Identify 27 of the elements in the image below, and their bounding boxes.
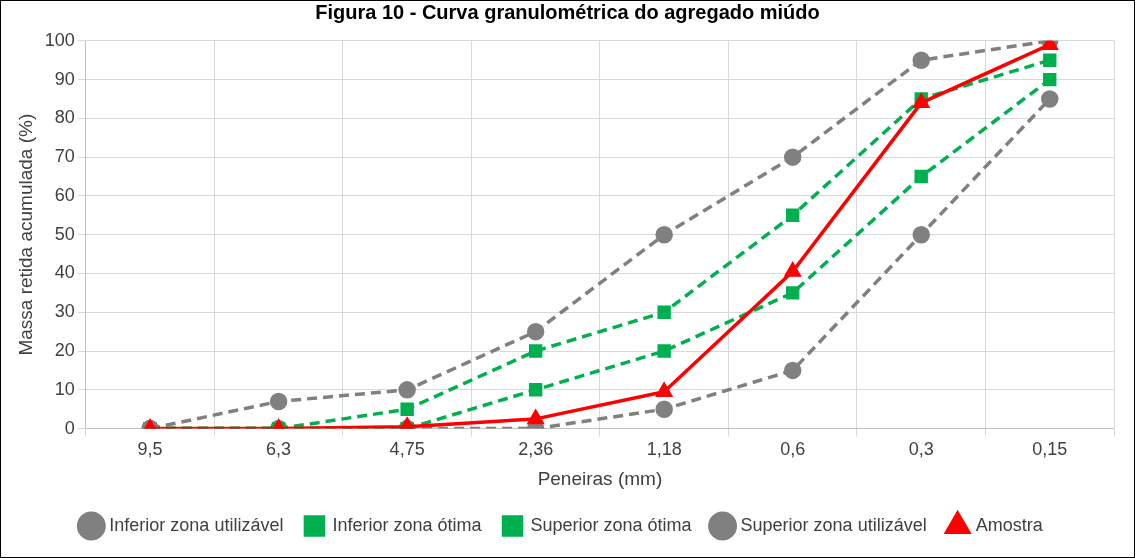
- x-tick-label: 0,3: [908, 439, 934, 460]
- y-tick-label: 0: [64, 417, 75, 438]
- y-tick-label: 60: [54, 184, 75, 205]
- y-tick-label: 50: [54, 223, 75, 244]
- y-tick-label: 20: [54, 340, 75, 361]
- x-tick-label: 4,75: [389, 439, 425, 460]
- y-tick-label: 90: [54, 68, 75, 89]
- legend-label: Superior zona ótima: [530, 514, 693, 535]
- legend-label: Superior zona utilizável: [740, 514, 927, 535]
- y-tick-label: 100: [44, 29, 75, 50]
- x-tick-label: 6,3: [266, 439, 292, 460]
- legend-label: Amostra: [975, 514, 1044, 535]
- x-tick-label: 0,15: [1032, 439, 1068, 460]
- y-tick-label: 10: [54, 378, 75, 399]
- x-tick-label: 0,6: [780, 439, 806, 460]
- legend-label: Inferior zona utilizável: [109, 514, 284, 535]
- y-tick-label: 80: [54, 107, 75, 128]
- y-tick-label: 30: [54, 301, 75, 322]
- x-tick-label: 9,5: [137, 439, 163, 460]
- y-tick-label: 40: [54, 262, 75, 283]
- x-axis-title: Peneiras (mm): [537, 467, 663, 489]
- y-axis-title: Massa retida acumulada (%): [14, 113, 36, 356]
- x-tick-label: 2,36: [518, 439, 554, 460]
- x-tick-label: 1,18: [646, 439, 682, 460]
- y-tick-label: 70: [54, 146, 75, 167]
- chart-title: Figura 10 - Curva granulométrica do agregado miúdo: [314, 1, 821, 24]
- legend-label: Inferior zona ótima: [332, 514, 483, 535]
